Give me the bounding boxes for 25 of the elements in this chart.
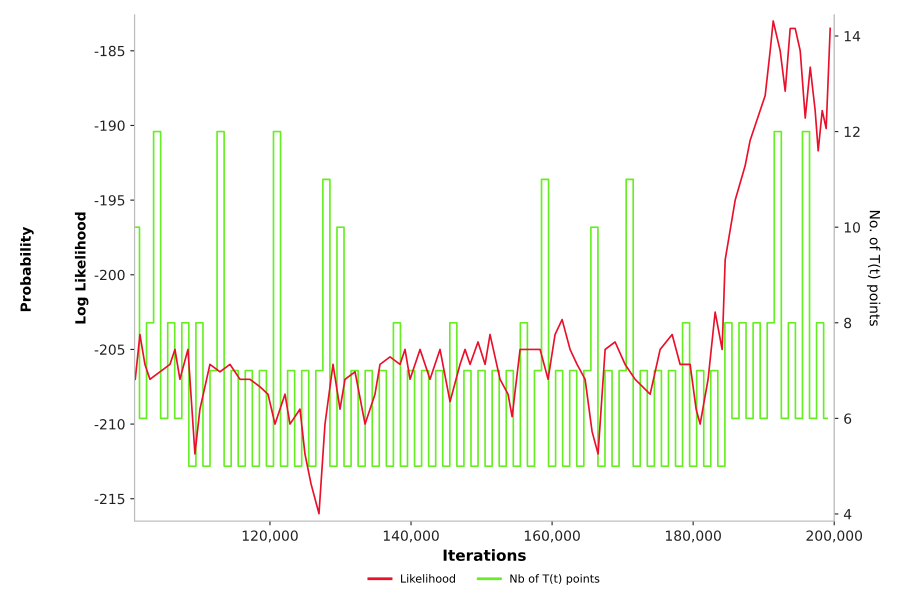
text: Probability (20, 226, 34, 312)
x-tick-label: 200,000 (806, 530, 862, 542)
x-axis-title: Iterations (444, 549, 526, 561)
y-axis-title: Log Likelihood (74, 212, 88, 324)
y2-axis-title: No. of T(t) points (866, 210, 880, 326)
y-tick-label: -185 (94, 46, 124, 56)
x-tick-label: 180,000 (666, 530, 721, 542)
legend-label: Nb of T(t) points (510, 574, 600, 585)
y-tick-label: -215 (94, 494, 124, 504)
y-tick-label: -190 (94, 120, 125, 131)
x-tick-label: 120,000 (242, 530, 298, 542)
y2-tick-label: 10 (844, 222, 860, 233)
y2-tick-label: 8 (844, 318, 852, 328)
line-series (134, 20, 832, 514)
y-tick-label: -200 (94, 270, 125, 280)
y2-tick-label: 6 (844, 413, 852, 424)
y-tick-label: -195 (94, 195, 124, 206)
y2-tick-label: 12 (844, 126, 860, 137)
x-tick-label: 140,000 (384, 530, 439, 542)
y-tick-label: -205 (94, 344, 124, 355)
y2-tick-label: 4 (844, 509, 852, 520)
legend-label: Likelihood (401, 574, 455, 583)
y-tick-label: -210 (94, 419, 125, 430)
y2-tick-label: 14 (844, 31, 860, 42)
x-tick-label: 160,000 (524, 530, 580, 542)
